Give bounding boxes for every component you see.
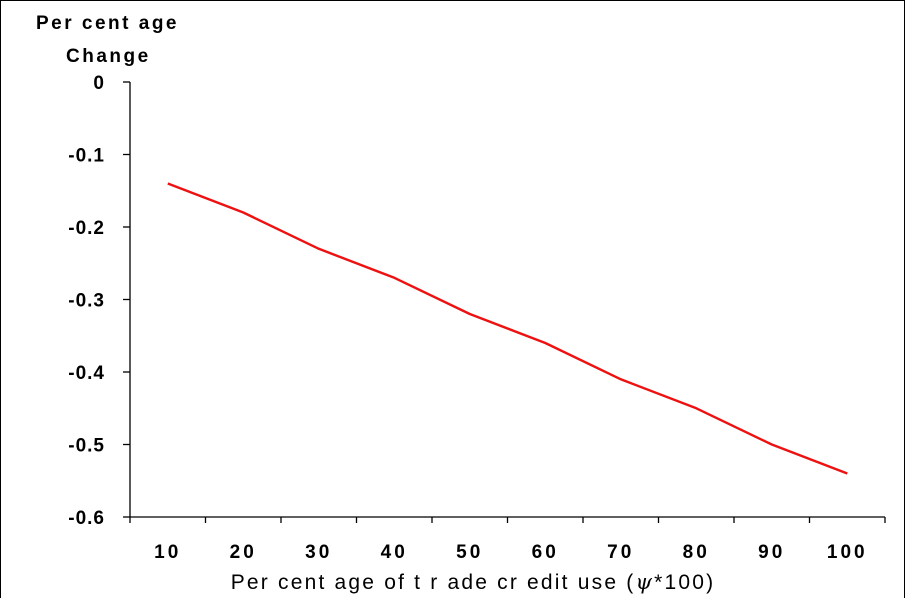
- psi-symbol: ψ: [635, 570, 654, 594]
- x-axis-title: Per cent age of t r ade cr edit use (ψ*1…: [231, 570, 716, 594]
- x-tick-label: 20: [230, 542, 257, 563]
- y-tick-label: -0.5: [68, 436, 105, 457]
- y-tick-label: -0.6: [68, 508, 105, 529]
- y-tick-label: -0.4: [68, 363, 105, 384]
- y-tick-label: -0.2: [68, 218, 105, 239]
- y-axis-title-line-2: Change: [66, 46, 151, 67]
- x-tick-label: 10: [154, 542, 181, 563]
- y-axis-title-line-1: Per cent age: [36, 13, 179, 34]
- x-tick-label: 70: [607, 542, 634, 563]
- y-tick-labels: 0 -0.1 -0.2 -0.3 -0.4 -0.5 -0.6: [68, 73, 105, 529]
- x-tick-label: 80: [683, 542, 710, 563]
- x-tick-label: 50: [456, 542, 483, 563]
- y-tick-label: -0.3: [68, 291, 105, 312]
- x-tick-label: 100: [827, 542, 868, 563]
- x-tick-label: 30: [305, 542, 332, 563]
- y-tick-label: -0.1: [68, 146, 105, 167]
- y-tick-label: 0: [93, 73, 105, 94]
- series-line: [167, 182, 848, 475]
- axes: [123, 81, 886, 523]
- x-axis-title-suffix: *100): [654, 571, 715, 594]
- series-layer: [167, 182, 848, 475]
- x-axis-title-text: Per cent age of t r ade cr edit use (: [231, 571, 636, 594]
- x-tick-labels: 10 20 30 40 50 60 70 80 90 100: [154, 542, 868, 563]
- x-tick-label: 40: [381, 542, 408, 563]
- x-tick-label: 90: [758, 542, 785, 563]
- x-tick-label: 60: [532, 542, 559, 563]
